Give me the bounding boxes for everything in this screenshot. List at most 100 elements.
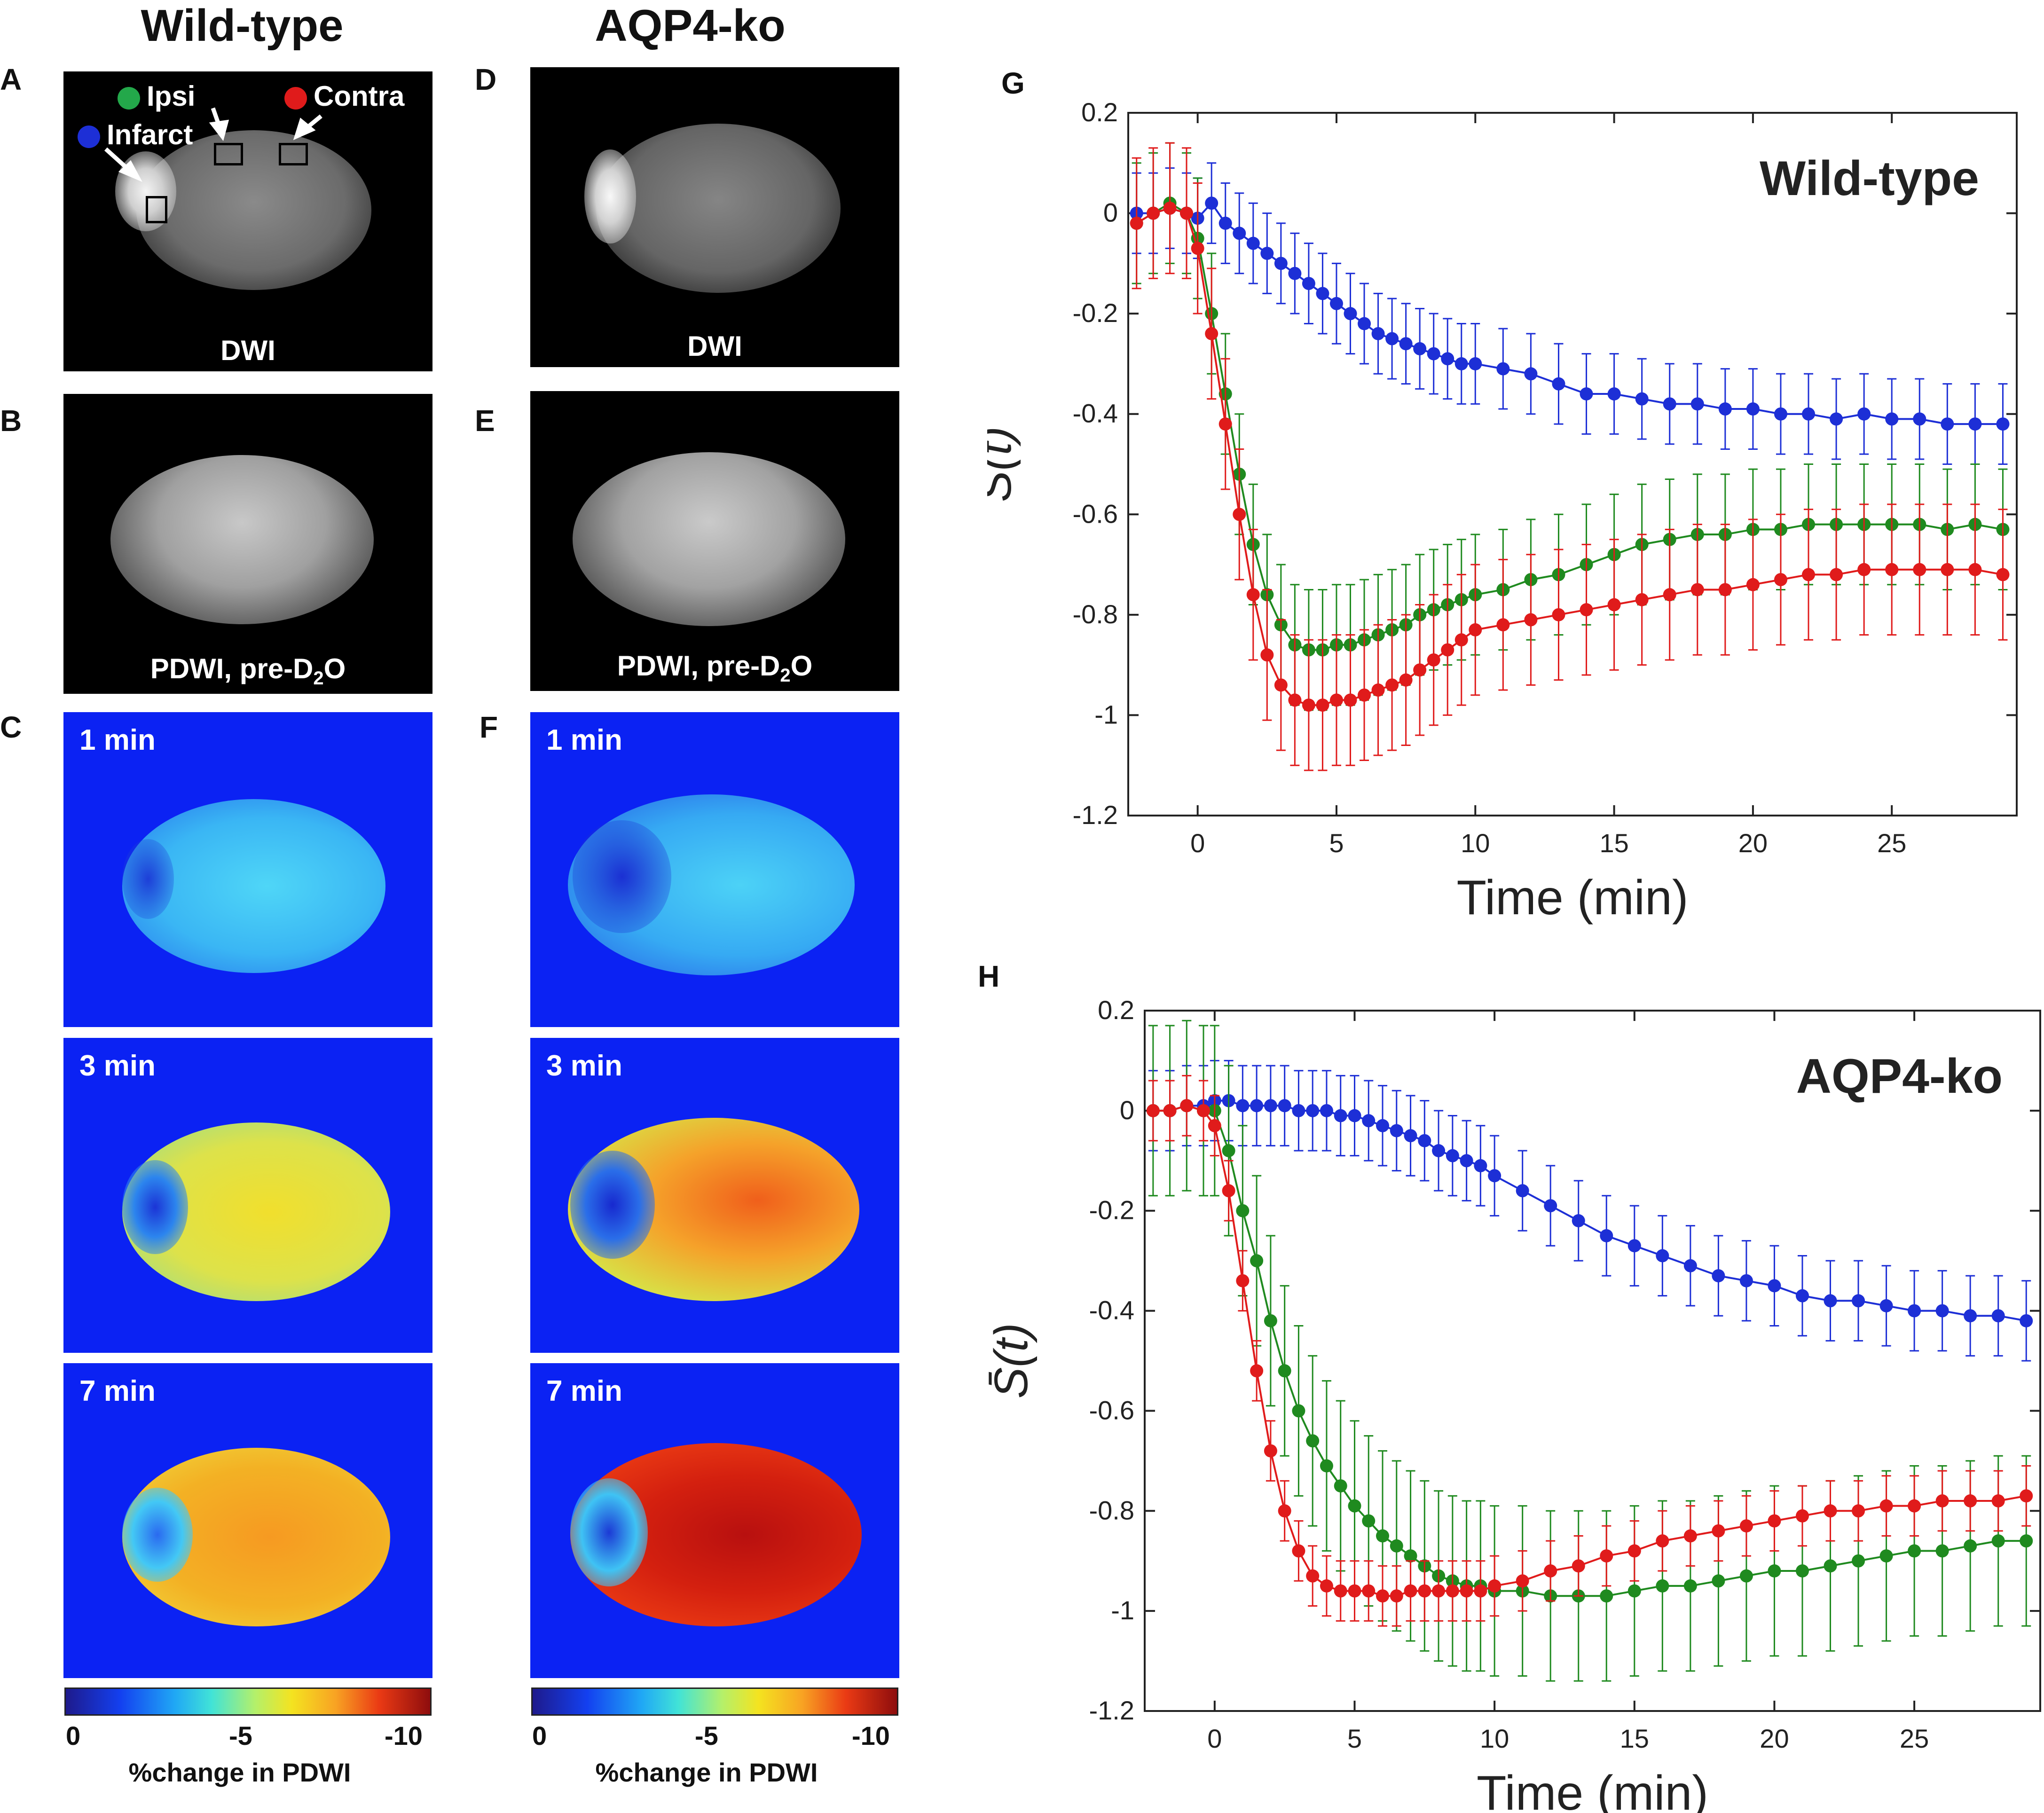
data-point xyxy=(1935,1304,1949,1318)
data-point xyxy=(1432,1584,1446,1598)
data-point xyxy=(1663,588,1676,602)
data-point xyxy=(1205,327,1219,340)
data-point xyxy=(1496,362,1510,376)
data-point xyxy=(2020,1489,2033,1503)
data-point xyxy=(1454,633,1468,647)
data-point xyxy=(1964,1309,1977,1323)
data-point xyxy=(1795,1509,1809,1523)
data-point xyxy=(1879,1549,1893,1563)
data-point xyxy=(1824,1504,1837,1518)
colorbar-tick-5: -5 xyxy=(695,1721,718,1750)
legend-contra-label: Contra xyxy=(314,80,405,112)
data-point xyxy=(1446,1149,1459,1162)
y-tick-label: 0.2 xyxy=(1081,97,1118,127)
data-point xyxy=(1376,1529,1390,1543)
x-axis-label: Time (min) xyxy=(1477,1766,1708,1813)
colorbar-title-wild-type: %change in PDWI xyxy=(128,1758,351,1787)
data-point xyxy=(1690,583,1704,596)
data-point xyxy=(1488,1579,1502,1593)
data-point xyxy=(1306,1104,1320,1117)
data-point xyxy=(1191,242,1204,255)
data-point xyxy=(1376,1589,1390,1603)
data-point xyxy=(1746,578,1760,591)
data-point xyxy=(1908,1544,1921,1558)
data-point xyxy=(1371,327,1385,340)
panel-letter-f: F xyxy=(480,710,498,744)
chart-h-aqp4-ko: 0.2 0 -0.2 -0.4 -0.6 -0.8 -1 -1.2 0 5 10 15 20 25 Time… xyxy=(987,995,2041,1813)
data-point xyxy=(1656,1249,1669,1263)
data-point xyxy=(1935,1494,1949,1507)
y-tick-label: -0.2 xyxy=(1073,298,1118,328)
data-point xyxy=(1362,1114,1376,1128)
data-point xyxy=(1292,1104,1305,1117)
data-point xyxy=(1516,1574,1529,1588)
data-point xyxy=(1830,412,1843,426)
data-point xyxy=(1278,1504,1291,1518)
data-point xyxy=(1334,1479,1347,1493)
x-tick-label: 10 xyxy=(1461,828,1490,858)
data-point xyxy=(1524,613,1538,627)
x-tick-label: 15 xyxy=(1599,828,1628,858)
infarct-roi-box xyxy=(146,196,167,223)
data-point xyxy=(1306,1434,1320,1448)
panel-letter-h: H xyxy=(978,959,1000,993)
data-point xyxy=(1913,412,1926,426)
data-point xyxy=(1991,1309,2005,1323)
ipsi-roi-box xyxy=(214,143,243,165)
legend-infarct-label: Infarct xyxy=(107,119,193,150)
x-tick-label: 20 xyxy=(1738,828,1768,858)
data-point xyxy=(1690,397,1704,411)
panel-letter-a: A xyxy=(0,63,22,96)
map-caption-1min: 1 min xyxy=(546,724,622,756)
data-point xyxy=(1935,1544,1949,1558)
data-point xyxy=(1432,1144,1446,1157)
data-point xyxy=(1250,1364,1264,1378)
y-tick-label: 0.2 xyxy=(1098,995,1134,1025)
data-point xyxy=(1334,1584,1347,1598)
data-point xyxy=(1474,1584,1487,1598)
data-point xyxy=(1857,563,1871,576)
map-wild-type-7min: 7 min xyxy=(63,1363,432,1678)
pdwi-caption-tail: O xyxy=(323,653,346,684)
data-point xyxy=(1302,699,1315,712)
y-tick-label: -0.6 xyxy=(1073,499,1118,528)
data-point xyxy=(1991,1534,2005,1548)
data-point xyxy=(1329,297,1343,310)
y-tick-label: 0 xyxy=(1103,198,1118,228)
pdwi-image-wild-type: PDWI, pre-D2O xyxy=(63,394,432,694)
data-point xyxy=(1197,1104,1211,1117)
dwi-image-aqp4-ko: DWI xyxy=(530,67,899,367)
legend-ipsi: Ipsi xyxy=(118,80,195,112)
data-point xyxy=(1413,342,1427,355)
y-tick-label: -0.6 xyxy=(1089,1395,1135,1425)
data-point xyxy=(1418,1134,1431,1147)
data-point xyxy=(1996,417,2010,431)
x-tick-label: 10 xyxy=(1480,1724,1509,1753)
data-point xyxy=(1795,1564,1809,1578)
data-point xyxy=(1683,1579,1697,1593)
data-point xyxy=(1627,1544,1641,1558)
data-point xyxy=(1180,206,1194,220)
colorbar-tick-10: -10 xyxy=(385,1721,423,1750)
y-tick-label: -0.2 xyxy=(1089,1195,1135,1225)
data-point xyxy=(1236,1274,1250,1287)
data-point xyxy=(1404,1584,1417,1598)
infarct-dot-icon xyxy=(78,126,100,149)
data-point xyxy=(1712,1524,1725,1538)
chart-title: Wild-type xyxy=(1760,151,1979,206)
data-point xyxy=(1656,1534,1669,1548)
pdwi-caption-subscript: 2 xyxy=(780,665,791,686)
data-point xyxy=(1795,1289,1809,1303)
data-point xyxy=(1552,377,1565,391)
data-point xyxy=(1852,1504,1865,1518)
panel-letter-d: D xyxy=(475,63,497,96)
data-point xyxy=(1488,1169,1502,1183)
data-point xyxy=(1852,1294,1865,1308)
data-point xyxy=(1250,1099,1264,1113)
pdwi-caption-subscript: 2 xyxy=(313,668,324,689)
data-point xyxy=(1306,1569,1320,1583)
y-tick-label: -0.8 xyxy=(1089,1495,1135,1525)
data-point xyxy=(1163,201,1177,215)
data-point xyxy=(1802,407,1816,421)
data-point xyxy=(1344,693,1357,707)
